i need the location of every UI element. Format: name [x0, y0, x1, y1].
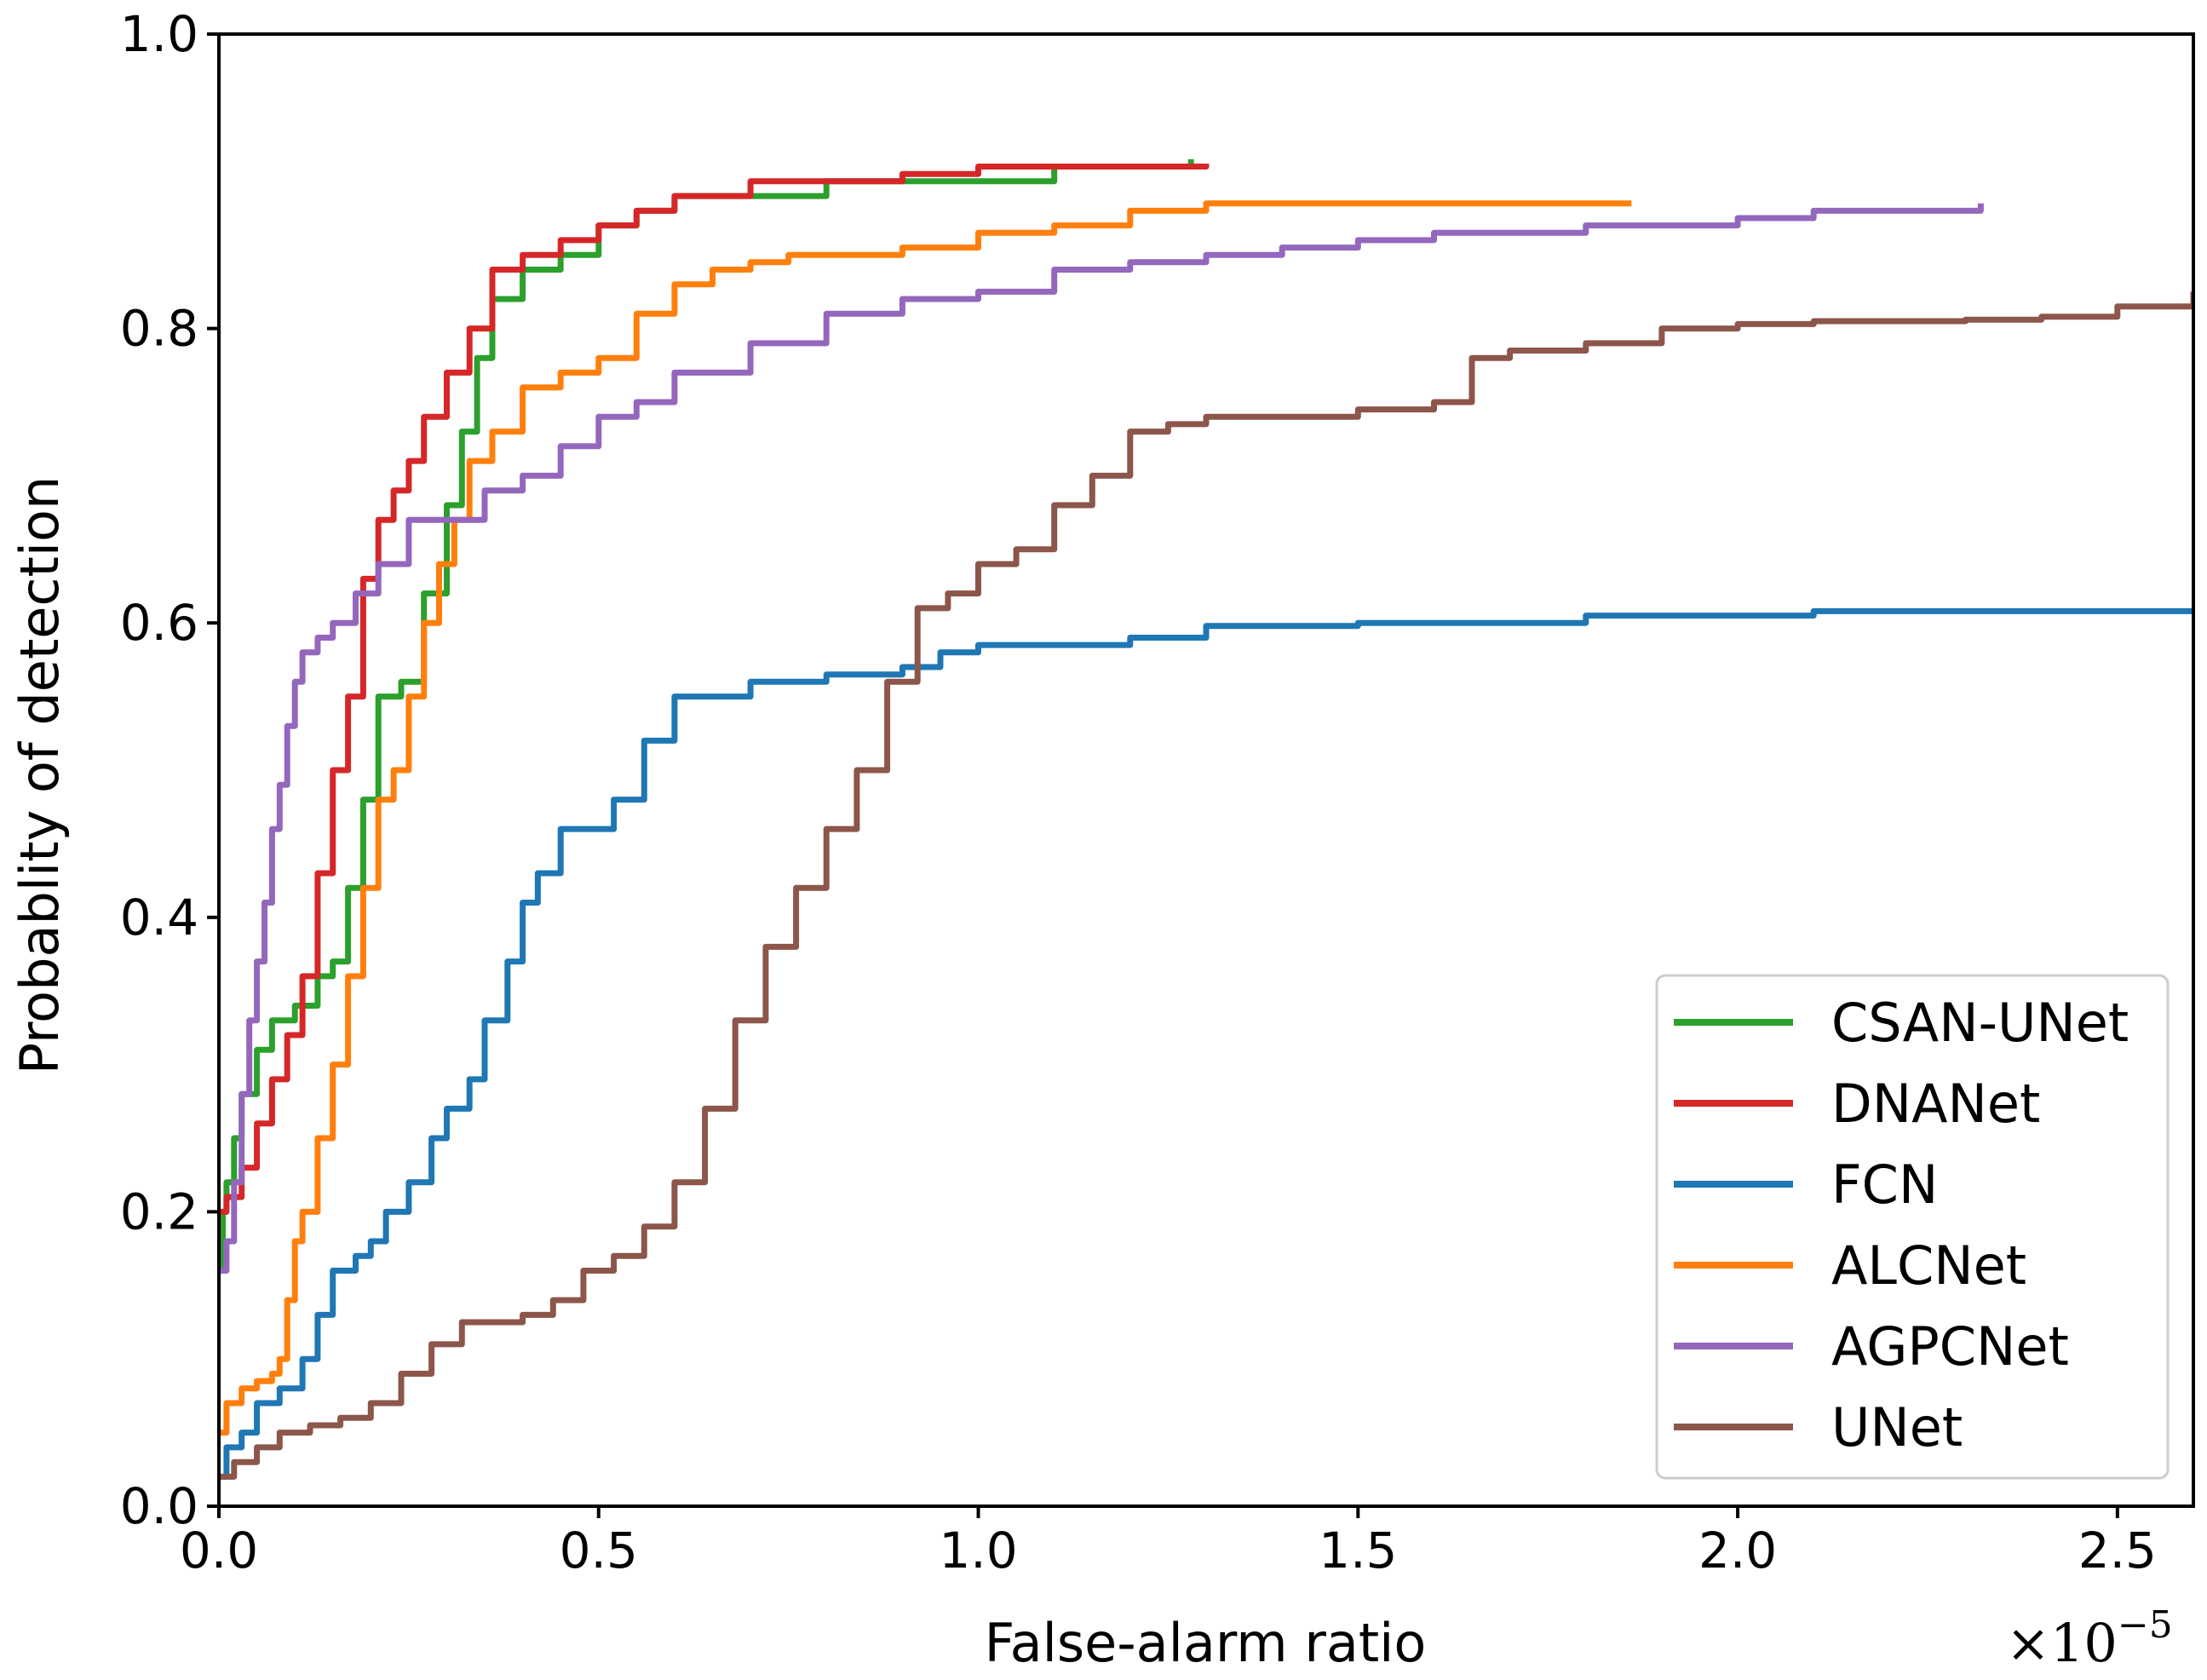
legend: CSAN-UNet DNANet FCN ALCNet AGPCNet UNet [1655, 974, 2170, 1480]
x-tick-label: 0.0 [180, 1522, 258, 1579]
legend-label-alcnet: ALCNet [1831, 1234, 2026, 1297]
legend-label-csan-unet: CSAN-UNet [1831, 992, 2129, 1054]
x-tick-label: 0.5 [560, 1522, 638, 1579]
plot-frame [217, 32, 2195, 1508]
y-tick-label: 0.6 [120, 594, 198, 652]
y-tick-label: 0.8 [120, 300, 198, 358]
legend-label-fcn: FCN [1831, 1154, 1938, 1216]
series-line-csan-unet [219, 158, 1194, 1274]
y-tick-label: 1.0 [120, 5, 198, 63]
x-tick-label: 1.0 [939, 1522, 1017, 1579]
y-axis: 0.0 0.2 0.4 0.6 0.8 1.0 [120, 5, 219, 1535]
x-tick-label: 1.5 [1319, 1522, 1397, 1579]
x-tick-label: 2.0 [1698, 1522, 1777, 1579]
y-tick-label: 0.2 [120, 1182, 198, 1240]
y-tick-label: 0.4 [120, 889, 198, 946]
series-line-unet [219, 291, 2193, 1480]
series-line-agpcnet [219, 203, 1984, 1274]
x-offset-text: ×10−5 [2006, 1603, 2173, 1674]
x-tick-label: 2.5 [2078, 1522, 2157, 1579]
series-line-fcn [219, 607, 2193, 1480]
x-axis-label: False-alarm ratio [985, 1612, 1427, 1674]
legend-label-agpcnet: AGPCNet [1831, 1315, 2069, 1378]
series-layer [219, 158, 2193, 1480]
x-offset-exponent: −5 [2118, 1603, 2173, 1647]
legend-items: CSAN-UNet DNANet FCN ALCNet AGPCNet UNet [1674, 992, 2129, 1458]
y-tick-label: 0.0 [120, 1477, 198, 1535]
x-offset-base: ×10 [2006, 1612, 2118, 1674]
legend-label-dnanet: DNANet [1831, 1073, 2040, 1135]
x-axis: 0.0 0.5 1.0 1.5 2.0 2.5 [180, 1506, 2157, 1579]
series-line-dnanet [219, 164, 1210, 1215]
y-axis-label: Probablity of detection [9, 476, 71, 1075]
legend-label-unet: UNet [1831, 1396, 1963, 1458]
